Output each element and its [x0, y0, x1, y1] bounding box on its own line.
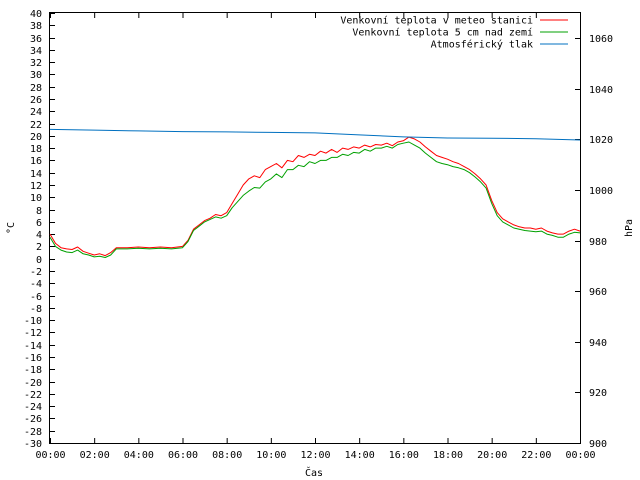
y-tick-label: 30 [30, 70, 42, 81]
y2-tick-label: 1000 [589, 186, 613, 197]
y-tick-label: 38 [30, 21, 42, 32]
x-axis-ticks: 00:00 02:00 04:00 06:00 08:00 10:00 12:00 14:00… [35, 13, 596, 461]
y-tick-label: -14 [24, 341, 42, 352]
y2-tick-label: 980 [589, 237, 607, 248]
legend-label-3: Atmosférický tlak [431, 39, 533, 51]
y-tick-label: 40 [30, 9, 42, 20]
y-tick-label: 16 [30, 156, 42, 167]
y-tick-label: 10 [30, 193, 42, 204]
y-tick-label: -28 [24, 427, 42, 438]
y-tick-label: -6 [30, 292, 42, 303]
y-tick-label: -18 [24, 365, 42, 376]
series-line-1 [49, 136, 581, 257]
y-tick-label: 12 [30, 181, 42, 192]
y2-tick-label: 1060 [589, 34, 613, 45]
x-tick-label: 04:00 [124, 450, 154, 461]
y-tick-label: 2 [36, 242, 42, 253]
x-axis-label: Čas [305, 466, 323, 479]
y-tick-label: -4 [30, 279, 42, 290]
y-tick-label: 4 [36, 230, 42, 241]
x-tick-label: 16:00 [389, 450, 419, 461]
y2-tick-label: 1040 [589, 85, 613, 96]
series-line-2 [49, 141, 581, 258]
y-tick-label: -30 [24, 439, 42, 450]
y-tick-label: 36 [30, 34, 42, 45]
series-lines [49, 128, 581, 258]
y-axis-ticks: -30-28-26-24-22-20-18-16-14-12-10-8-6-4-… [24, 9, 55, 450]
y-tick-label: 34 [30, 46, 42, 57]
y-tick-label: 18 [30, 144, 42, 155]
legend: Venkovní teplota v meteo staniciVenkovní… [340, 15, 568, 51]
x-tick-label: 14:00 [345, 450, 375, 461]
x-tick-label: 20:00 [477, 450, 507, 461]
y2-tick-label: 900 [589, 439, 607, 450]
y-tick-label: 32 [30, 58, 42, 69]
x-tick-label: 06:00 [168, 450, 198, 461]
y-tick-label: 0 [36, 255, 42, 266]
y-tick-label: 28 [30, 83, 42, 94]
x-tick-label: 18:00 [433, 450, 463, 461]
y2-tick-label: 960 [589, 287, 607, 298]
x-tick-label: 22:00 [521, 450, 551, 461]
x-tick-label: 02:00 [80, 450, 110, 461]
y-tick-label: -20 [24, 378, 42, 389]
x-tick-label: 00:00 [35, 450, 65, 461]
legend-label-1: Venkovní teplota v meteo stanici [340, 15, 533, 27]
x-tick-label: 00:00 [565, 450, 595, 461]
y-tick-label: -2 [30, 267, 42, 278]
y2-axis-ticks: 900 920 940 960 980 1000 1020 1040 1060 [575, 34, 613, 450]
x-tick-label: 08:00 [212, 450, 242, 461]
plot-frame [49, 12, 581, 444]
y-tick-label: -8 [30, 304, 42, 315]
y-tick-label: -22 [24, 390, 42, 401]
y-tick-label: 24 [30, 107, 42, 118]
y2-tick-label: 940 [589, 338, 607, 349]
y-tick-label: 6 [36, 218, 42, 229]
legend-label-2: Venkovní teplota 5 cm nad zemí [352, 27, 533, 39]
y2-tick-label: 920 [589, 388, 607, 399]
y-tick-label: 20 [30, 132, 42, 143]
y-tick-label: -12 [24, 328, 42, 339]
x-tick-label: 12:00 [300, 450, 330, 461]
y-tick-label: 22 [30, 120, 42, 131]
x-tick-label: 10:00 [256, 450, 286, 461]
y-axis-label: °C [6, 222, 17, 234]
series-line-3 [49, 128, 581, 141]
y-tick-label: 14 [30, 169, 42, 180]
y-tick-label: 8 [36, 206, 42, 217]
y2-axis-label: hPa [624, 219, 635, 237]
y-tick-label: 26 [30, 95, 42, 106]
y-tick-label: -10 [24, 316, 42, 327]
y-tick-label: -24 [24, 402, 42, 413]
y2-tick-label: 1020 [589, 135, 613, 146]
y-tick-label: -26 [24, 414, 42, 425]
y-tick-label: -16 [24, 353, 42, 364]
